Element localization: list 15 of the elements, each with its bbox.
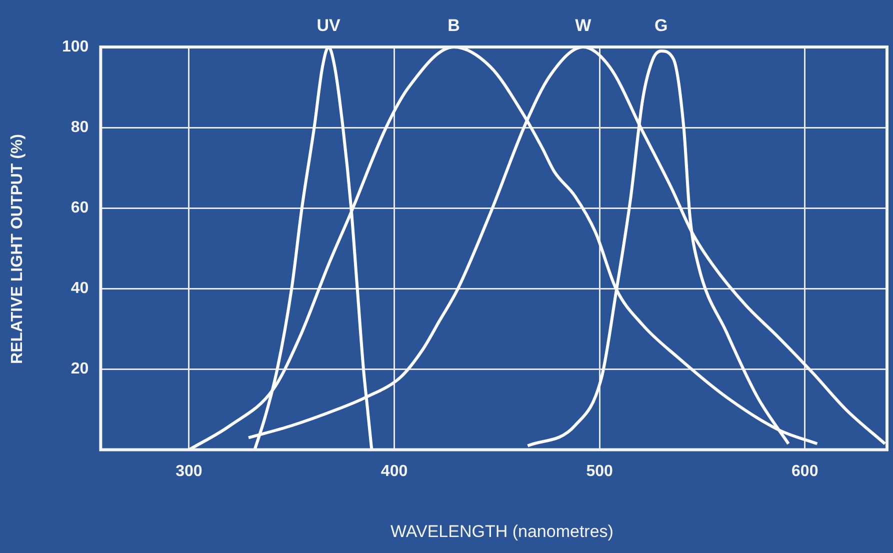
series-label: UV: [316, 16, 342, 36]
x-tick-label: 600: [792, 462, 818, 480]
y-tick-label: 20: [70, 360, 89, 378]
series-label: B: [448, 16, 460, 36]
x-tick-label: 500: [586, 462, 614, 480]
y-axis-title: RELATIVE LIGHT OUTPUT (%): [9, 134, 27, 364]
y-tick-label: 100: [62, 38, 89, 56]
x-tick-label: 300: [176, 462, 202, 480]
y-tick-label: 40: [70, 280, 89, 298]
y-tick-label: 80: [70, 118, 89, 136]
x-axis-title: WAVELENGTH (nanometres): [390, 522, 614, 542]
series-label: G: [654, 16, 668, 36]
y-tick-label: 60: [70, 200, 89, 217]
x-tick-label: 400: [380, 462, 408, 480]
series-label: W: [575, 16, 592, 36]
